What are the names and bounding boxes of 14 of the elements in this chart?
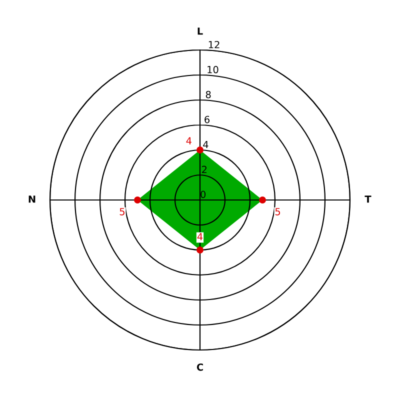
y-tick-label: 4 xyxy=(203,140,208,148)
y-tick-label: 12 xyxy=(208,40,220,48)
spoke-label: L xyxy=(198,28,203,35)
data-label: 4 xyxy=(186,137,192,144)
spoke-label: T xyxy=(364,196,372,203)
y-tick-label: 8 xyxy=(206,90,211,98)
spoke-label: N xyxy=(28,196,36,203)
data-label: 5 xyxy=(120,208,124,216)
y-tick-label: 2 xyxy=(202,166,207,174)
y-tick-label: 0 xyxy=(200,190,206,198)
data-label: 5 xyxy=(275,208,280,216)
spoke-label: C xyxy=(196,363,203,371)
y-tick-label: 10 xyxy=(208,66,218,74)
y-tick-label: 6 xyxy=(204,116,210,124)
